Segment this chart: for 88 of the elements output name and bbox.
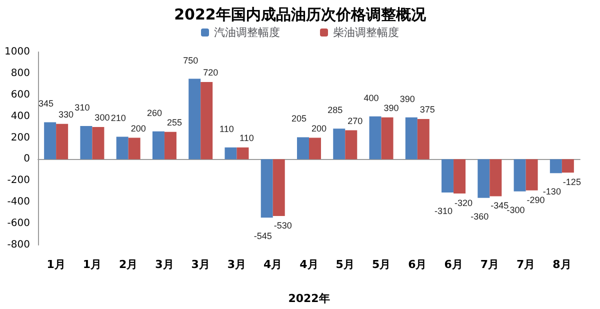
bar bbox=[526, 159, 538, 190]
data-label: 750 bbox=[183, 55, 198, 66]
data-label: 390 bbox=[384, 102, 399, 113]
bar bbox=[236, 147, 249, 160]
data-label: -320 bbox=[454, 198, 473, 208]
bar bbox=[514, 159, 526, 192]
legend-label: 汽油调整幅度 bbox=[214, 26, 280, 39]
data-label: 110 bbox=[240, 132, 254, 143]
chart-title: 2022年国内成品油历次价格调整概况 bbox=[174, 6, 427, 24]
data-label: 110 bbox=[220, 124, 234, 134]
data-label: 390 bbox=[400, 94, 415, 104]
x-tick-label: 3月 bbox=[155, 258, 174, 271]
y-tick-label: 0 bbox=[24, 154, 30, 165]
bar bbox=[369, 116, 382, 160]
x-tick-label: 2月 bbox=[119, 258, 138, 271]
x-tick-label: 3月 bbox=[227, 258, 246, 271]
y-tick-label: 800 bbox=[10, 68, 30, 79]
data-label: 400 bbox=[364, 92, 379, 103]
bar bbox=[333, 128, 346, 160]
x-tick-label: 8月 bbox=[552, 258, 572, 271]
bar bbox=[224, 147, 237, 160]
bar bbox=[490, 159, 502, 196]
data-label: 720 bbox=[203, 68, 218, 78]
bar bbox=[44, 122, 56, 160]
data-label: -125 bbox=[562, 177, 581, 188]
x-tick-label: 5月 bbox=[372, 258, 391, 271]
bar bbox=[454, 159, 466, 194]
bar bbox=[56, 124, 68, 160]
bar bbox=[442, 159, 454, 192]
y-tick-label: -800 bbox=[7, 240, 30, 250]
y-tick-label: 400 bbox=[10, 110, 30, 122]
bar bbox=[188, 78, 201, 160]
data-label: 205 bbox=[291, 114, 307, 124]
data-label: 300 bbox=[94, 112, 110, 123]
y-tick-label: -600 bbox=[7, 218, 30, 230]
y-tick-label: 200 bbox=[10, 132, 30, 144]
data-label: 210 bbox=[110, 113, 126, 124]
x-tick-label: 6月 bbox=[408, 258, 427, 271]
bar bbox=[152, 131, 164, 160]
y-tick-label: 600 bbox=[10, 89, 30, 100]
bar bbox=[562, 159, 574, 173]
bar bbox=[345, 130, 358, 160]
data-label: 345 bbox=[38, 98, 54, 109]
data-label: 200 bbox=[130, 123, 146, 134]
data-label: 375 bbox=[420, 104, 435, 115]
bar bbox=[381, 117, 394, 160]
bar bbox=[405, 117, 418, 160]
x-tick-label: 4月 bbox=[300, 258, 318, 271]
x-tick-label: 1月 bbox=[82, 258, 102, 271]
bar bbox=[417, 119, 430, 160]
bar bbox=[200, 82, 213, 160]
data-label: 330 bbox=[58, 109, 74, 120]
bar bbox=[164, 132, 176, 160]
data-label: -545 bbox=[254, 231, 272, 242]
x-tick-label: 5月 bbox=[336, 258, 354, 271]
data-label: -360 bbox=[470, 211, 489, 222]
data-label: 285 bbox=[328, 105, 343, 116]
bar bbox=[478, 159, 490, 198]
x-tick-label: 1月 bbox=[46, 258, 66, 271]
x-tick-label: 7月 bbox=[480, 258, 499, 271]
data-label: -290 bbox=[526, 194, 545, 205]
bar bbox=[309, 138, 321, 160]
data-label: -310 bbox=[434, 206, 453, 216]
bar bbox=[80, 126, 92, 160]
bar bbox=[297, 137, 309, 160]
data-label: 255 bbox=[166, 117, 182, 128]
data-label: 260 bbox=[146, 108, 162, 118]
bar bbox=[116, 136, 128, 160]
x-axis-title: 2022年 bbox=[288, 292, 330, 305]
y-tick-label: -200 bbox=[7, 175, 30, 186]
legend-label: 柴油调整幅度 bbox=[333, 26, 399, 39]
data-label: 270 bbox=[348, 116, 363, 126]
bar bbox=[272, 159, 285, 216]
x-tick-label: 4月 bbox=[264, 258, 282, 271]
data-label: 310 bbox=[74, 102, 90, 112]
x-tick-label: 6月 bbox=[444, 258, 463, 271]
data-label: 200 bbox=[311, 123, 327, 134]
bar bbox=[550, 159, 562, 174]
bar bbox=[128, 138, 140, 160]
data-label: -530 bbox=[274, 220, 292, 231]
x-tick-label: 7月 bbox=[516, 258, 536, 271]
x-tick-label: 3月 bbox=[191, 258, 210, 271]
data-label: -345 bbox=[490, 200, 509, 211]
data-label: -130 bbox=[542, 186, 561, 197]
bar bbox=[92, 127, 104, 160]
y-tick-label: -400 bbox=[7, 196, 30, 208]
bar bbox=[260, 159, 273, 218]
y-tick-label: 1000 bbox=[4, 46, 30, 58]
